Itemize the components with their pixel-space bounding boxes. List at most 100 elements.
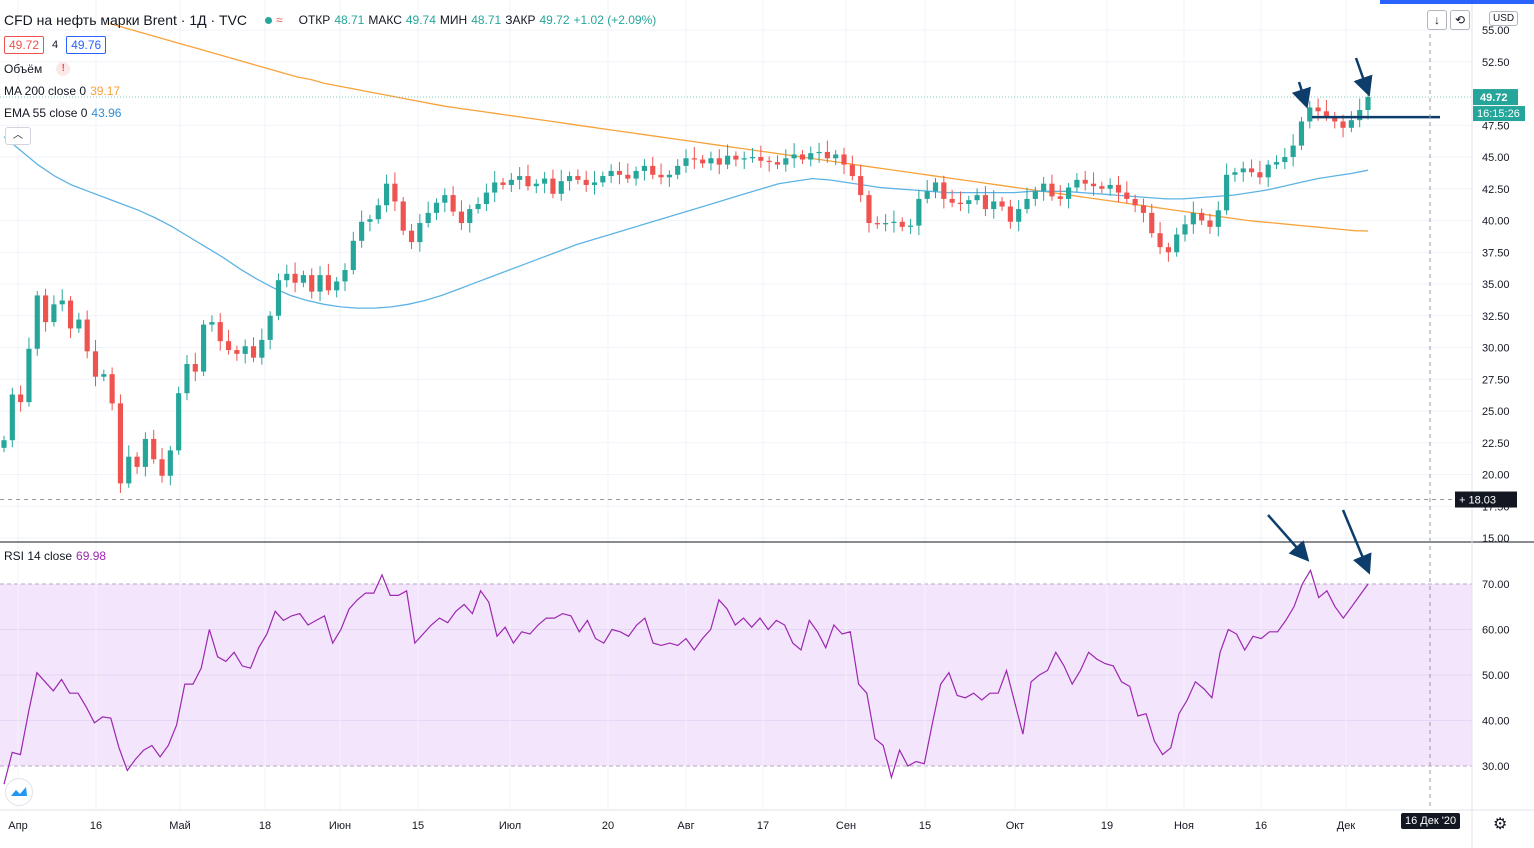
- candle-down: [625, 174, 631, 179]
- scroll-down-button[interactable]: ↓: [1427, 10, 1447, 30]
- annotation-arrow: [1267, 514, 1310, 562]
- candle-down: [1057, 196, 1063, 199]
- candle-up: [176, 393, 182, 451]
- candle-down: [824, 151, 830, 159]
- candle-down: [500, 182, 506, 185]
- candle-down: [43, 295, 49, 323]
- crosshair-price-badge: [1455, 491, 1517, 508]
- reset-button[interactable]: ⟲: [1450, 10, 1470, 30]
- candle-down: [1090, 183, 1097, 187]
- candle-down: [1165, 247, 1171, 253]
- collapse-legend-button[interactable]: ︿: [5, 127, 31, 145]
- countdown-badge: [1473, 106, 1525, 122]
- ma-legend[interactable]: MA 200 close 0 39.17: [4, 84, 120, 98]
- candle-down: [716, 158, 722, 165]
- candle-up: [633, 170, 639, 179]
- candle-up: [433, 202, 440, 213]
- candle-down: [109, 374, 115, 404]
- ma-label: MA 200 close 0: [4, 84, 87, 98]
- candle-up: [284, 273, 290, 281]
- candle-down: [525, 176, 531, 187]
- candle-up: [1016, 209, 1022, 222]
- candle-up: [475, 203, 481, 210]
- candle-up: [1215, 210, 1221, 227]
- bid-button[interactable]: 49.72: [4, 36, 45, 54]
- candle-up: [833, 154, 839, 159]
- candle-up: [1024, 198, 1030, 210]
- last-price-text: 49.72: [1480, 92, 1508, 104]
- rsi-legend[interactable]: RSI 14 close 69.98: [4, 549, 106, 563]
- price-tick-label: 42.50: [1482, 184, 1510, 196]
- candle-down: [400, 201, 406, 231]
- last-price-badge: [1473, 89, 1518, 106]
- candle-up: [1282, 157, 1288, 163]
- close-value: 49.72: [539, 13, 570, 27]
- candle-up: [1032, 191, 1038, 199]
- candle-up: [708, 158, 714, 164]
- candle-down: [1149, 212, 1155, 234]
- time-tick-label: Апр: [8, 820, 27, 832]
- candle-down: [1140, 205, 1147, 213]
- rsi-tick-label: 50.00: [1482, 670, 1510, 682]
- candle-up: [209, 322, 215, 325]
- volume-legend[interactable]: Объём !: [4, 62, 71, 76]
- candle-down: [1007, 206, 1013, 222]
- gear-icon[interactable]: ⚙: [1493, 816, 1508, 833]
- candle-down: [866, 195, 872, 224]
- candle-up: [907, 225, 914, 227]
- candle-up: [1307, 107, 1313, 122]
- candle-up: [1190, 212, 1196, 225]
- candle-up: [924, 191, 930, 199]
- candle-up: [1232, 172, 1238, 175]
- currency-button[interactable]: USD: [1489, 11, 1519, 26]
- candle-down: [616, 170, 623, 175]
- candle-down: [192, 364, 198, 372]
- candle-up: [142, 438, 148, 467]
- candle-up: [1182, 224, 1188, 235]
- candle-up: [608, 170, 614, 177]
- candle-down: [1115, 184, 1122, 193]
- ask-button[interactable]: 49.76: [66, 36, 107, 54]
- candle-up: [259, 339, 265, 358]
- candle-down: [550, 178, 556, 194]
- candle-down: [1199, 212, 1205, 221]
- candle-up: [916, 198, 922, 226]
- candle-up: [26, 348, 32, 403]
- ema-legend[interactable]: EMA 55 close 0 43.96: [4, 106, 121, 120]
- rsi-label: RSI 14 close: [4, 549, 73, 563]
- candle-up: [367, 219, 373, 222]
- candle-down: [758, 157, 764, 161]
- candle-down: [450, 195, 456, 212]
- candle-up: [242, 346, 248, 354]
- spread-value: 4: [52, 39, 59, 51]
- time-tick-label: Июл: [499, 820, 521, 832]
- candle-down: [309, 275, 315, 292]
- candle-down: [583, 179, 589, 185]
- price-tick-label: 37.50: [1482, 247, 1510, 259]
- time-tick-label: Май: [169, 820, 191, 832]
- symbol-title[interactable]: CFD на нефть марки Brent · 1Д · TVC: [4, 12, 248, 28]
- volume-label: Объём: [4, 62, 43, 76]
- candle-down: [408, 230, 415, 243]
- candle-up: [51, 304, 57, 323]
- price-tick-label: 22.50: [1482, 438, 1510, 450]
- candle-up: [1041, 183, 1047, 192]
- wave-icon: ≈: [276, 13, 283, 27]
- candle-up: [467, 209, 473, 224]
- candle-up: [184, 364, 190, 394]
- candle-up: [101, 374, 107, 377]
- candle-down: [458, 211, 465, 224]
- ma-value: 39.17: [90, 84, 121, 98]
- candle-down: [217, 322, 223, 342]
- tradingview-logo-icon[interactable]: [5, 778, 33, 806]
- candle-up: [932, 182, 939, 192]
- crosshair-date-badge: 16 Дек '20: [1401, 813, 1461, 829]
- price-tick-label: 52.50: [1482, 57, 1510, 69]
- price-tick-label: 55.00: [1482, 25, 1510, 37]
- candle-up: [542, 178, 548, 184]
- candle-down: [325, 275, 331, 291]
- time-tick-label: 19: [1101, 820, 1113, 832]
- candle-down: [799, 154, 806, 160]
- candle-up: [683, 158, 689, 166]
